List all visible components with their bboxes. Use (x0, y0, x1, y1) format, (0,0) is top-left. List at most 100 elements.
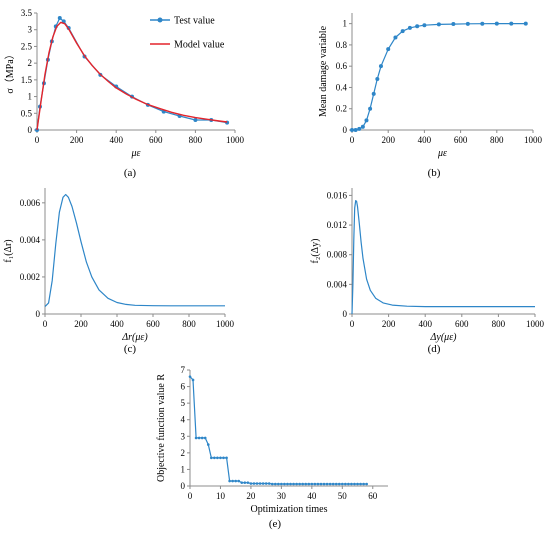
y-axis-label: Mean damage variable (318, 25, 329, 117)
x-tick-label: 600 (146, 319, 160, 329)
data-point (350, 482, 353, 486)
data-point (307, 482, 311, 486)
x-tick-label: 200 (382, 319, 396, 329)
x-axis-label: Δr(με) (121, 332, 148, 343)
x-axis-label: Δy(με) (430, 332, 458, 343)
y-tick-label: 0.012 (327, 220, 347, 230)
x-tick-label: 600 (455, 319, 469, 329)
x-axis-label: με (437, 148, 447, 159)
data-point (375, 76, 380, 81)
x-tick-label: 1000 (526, 319, 545, 329)
data-point (234, 479, 237, 483)
data-point (273, 482, 277, 486)
x-tick-label: 200 (74, 319, 88, 329)
data-point (304, 482, 308, 486)
y-tick-label: 2 (28, 58, 33, 68)
data-point (371, 91, 376, 96)
series-line (44, 193, 225, 308)
x-axis-label: Optimization times (251, 504, 328, 515)
data-point (203, 436, 207, 440)
data-point (357, 126, 362, 131)
y-tick-label: 2.5 (21, 41, 33, 51)
chart-e: 0 10 20 30 40 50 60 0 1 2 3 4 5 6 7 Optimization times O… (156, 365, 388, 530)
y-tick-label: 1 (181, 464, 186, 474)
x-tick-label: 0 (350, 319, 355, 329)
y-tick-label: 3 (181, 431, 186, 441)
data-point (325, 482, 329, 486)
data-point (436, 22, 441, 27)
data-point (465, 21, 470, 26)
y-tick-label: 6 (181, 382, 186, 392)
x-tick-label: 800 (189, 135, 203, 145)
data-point (353, 482, 356, 486)
data-point (360, 124, 365, 129)
data-point (280, 482, 283, 486)
x-tick-label: 400 (109, 135, 123, 145)
x-tick-label: 400 (418, 319, 432, 329)
legend-entry: Model value (174, 40, 225, 51)
y-tick-label: 0.004 (20, 235, 41, 245)
x-tick-label: 1000 (226, 135, 245, 145)
y-tick-label: 0 (28, 125, 33, 135)
x-tick-label: 1000 (216, 319, 235, 329)
chart-b: 0 200 400 600 800 1000 0 0.2 0.4 0.6 0.8 1 με Mean da… (318, 13, 543, 179)
data-point (341, 482, 344, 486)
y-tick-label: 0.016 (327, 190, 348, 200)
data-point (188, 375, 192, 378)
y-tick-label: 0.5 (21, 108, 33, 118)
data-point (231, 479, 234, 483)
x-tick-label: 30 (277, 491, 287, 501)
data-point (322, 482, 326, 486)
data-point (378, 64, 383, 69)
data-point (197, 436, 201, 440)
data-point (365, 482, 368, 486)
y-tick-label: 0.004 (327, 279, 348, 289)
data-point (222, 456, 225, 460)
data-point (353, 128, 358, 132)
y-tick-label: 3.5 (21, 8, 33, 18)
y-tick-label: 0.002 (20, 272, 40, 282)
data-point (362, 482, 365, 486)
series-line (352, 23, 526, 131)
y-tick-label: 0 (36, 309, 41, 319)
data-point (240, 481, 244, 484)
data-point (289, 482, 292, 486)
x-tick-label: 40 (307, 491, 317, 501)
data-point (200, 436, 204, 440)
x-tick-label: 600 (149, 135, 163, 145)
data-point (523, 21, 528, 26)
data-point (283, 482, 286, 486)
data-point (316, 482, 320, 486)
data-point (252, 482, 256, 485)
y-tick-label: 1 (28, 92, 33, 102)
x-tick-label: 50 (338, 491, 348, 501)
x-tick-label: 800 (182, 319, 196, 329)
data-point (344, 482, 347, 486)
x-tick-label: 60 (368, 491, 378, 501)
data-point (295, 482, 298, 486)
data-point (228, 479, 231, 483)
y-tick-label: 3 (28, 25, 33, 35)
data-point (301, 482, 305, 486)
series-line (189, 376, 367, 485)
data-point (194, 436, 198, 440)
data-point (246, 481, 250, 484)
data-point (356, 482, 359, 486)
data-point (386, 47, 391, 52)
y-tick-label: 0.6 (336, 61, 348, 71)
legend: Test value Model value (150, 16, 225, 51)
data-point (219, 456, 222, 460)
data-point (337, 482, 341, 486)
y-tick-label: 1.5 (21, 75, 33, 85)
y-axis-label: Objective function value R (156, 374, 167, 482)
data-point (292, 482, 295, 486)
x-tick-label: 10 (216, 491, 226, 501)
data-point (264, 482, 268, 485)
data-point (509, 21, 514, 26)
series-line (351, 200, 535, 315)
data-point (270, 482, 274, 486)
y-tick-label: 0.8 (336, 40, 348, 50)
x-tick-label: 20 (246, 491, 256, 501)
data-point (193, 117, 198, 122)
